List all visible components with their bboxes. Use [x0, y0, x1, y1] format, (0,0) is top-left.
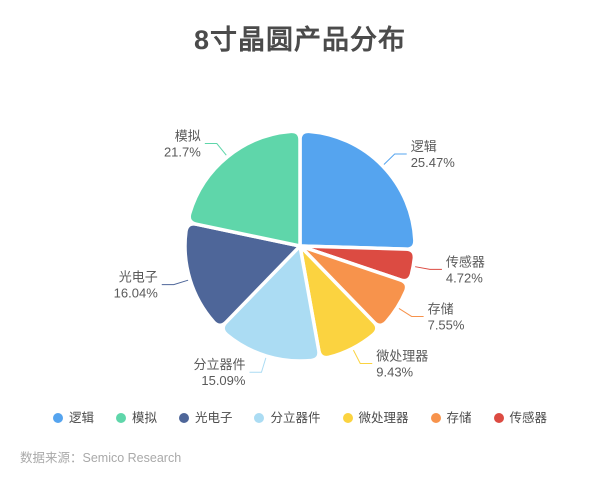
legend-item-label: 光电子 [194, 411, 233, 425]
legend-dot-icon [430, 412, 441, 423]
data-source: 数据来源：Semico Research [20, 451, 182, 465]
legend-item-label: 存储 [446, 411, 472, 425]
label-line-5 [161, 279, 189, 286]
slice-label-name-5: 光电子 [119, 270, 158, 285]
slice-label-name-4: 分立器件 [193, 357, 245, 372]
legend: 逻辑 模拟 光电子 分立器件 微处理器 存储 传感器 [0, 411, 600, 425]
slice-label-name-2: 存储 [428, 301, 454, 316]
label-line-2 [398, 308, 424, 317]
legend-dot-icon [254, 412, 265, 423]
pie-slice-2[interactable] [298, 244, 409, 328]
legend-item-1[interactable]: 模拟 [115, 411, 157, 425]
legend-dot-icon [52, 412, 63, 423]
pie-slice-5[interactable] [183, 222, 302, 328]
slice-label-value-5: 16.04% [114, 286, 159, 301]
legend-item-0[interactable]: 逻辑 [52, 411, 94, 425]
pie-slice-6[interactable] [187, 129, 302, 248]
slice-label-value-2: 7.55% [428, 317, 465, 332]
legend-item-label: 逻辑 [68, 411, 94, 425]
chart-container: 8寸晶圆产品分布 逻辑 25.47% 传感器 4.72% 存储 7.55% 微处理器 9.43… [0, 18, 600, 465]
legend-item-3[interactable]: 分立器件 [254, 411, 321, 425]
label-line-3 [352, 349, 373, 364]
slice-label-name-3: 微处理器 [376, 348, 428, 363]
slice-label-value-3: 9.43% [376, 364, 413, 379]
slice-label-value-0: 25.47% [411, 155, 456, 170]
label-line-1 [415, 266, 442, 270]
legend-item-5[interactable]: 存储 [430, 411, 472, 425]
legend-dot-icon [342, 412, 353, 423]
label-line-4 [249, 357, 267, 373]
pie-slice-3[interactable] [298, 244, 379, 360]
legend-item-6[interactable]: 传感器 [493, 411, 548, 425]
slice-label-name-6: 模拟 [175, 129, 201, 144]
legend-item-label: 分立器件 [270, 411, 321, 425]
legend-item-2[interactable]: 光电子 [178, 411, 233, 425]
legend-dot-icon [115, 412, 126, 423]
slice-label-value-1: 4.72% [446, 270, 483, 285]
slice-label-name-1: 传感器 [446, 254, 485, 269]
slice-label-value-4: 15.09% [201, 373, 246, 388]
legend-dot-icon [178, 412, 189, 423]
label-line-0 [383, 153, 407, 165]
slice-label-name-0: 逻辑 [411, 139, 437, 154]
legend-item-label: 传感器 [509, 411, 548, 425]
slice-label-value-6: 21.7% [164, 145, 201, 160]
legend-item-4[interactable]: 微处理器 [342, 411, 409, 425]
chart-title: 8寸晶圆产品分布 [193, 25, 407, 55]
pie-slice-0[interactable] [298, 129, 417, 251]
legend-item-label: 模拟 [131, 411, 157, 425]
pie-slice-4[interactable] [221, 244, 321, 363]
legend-item-label: 微处理器 [358, 411, 409, 425]
legend-dot-icon [493, 412, 504, 423]
label-line-6 [204, 143, 227, 156]
